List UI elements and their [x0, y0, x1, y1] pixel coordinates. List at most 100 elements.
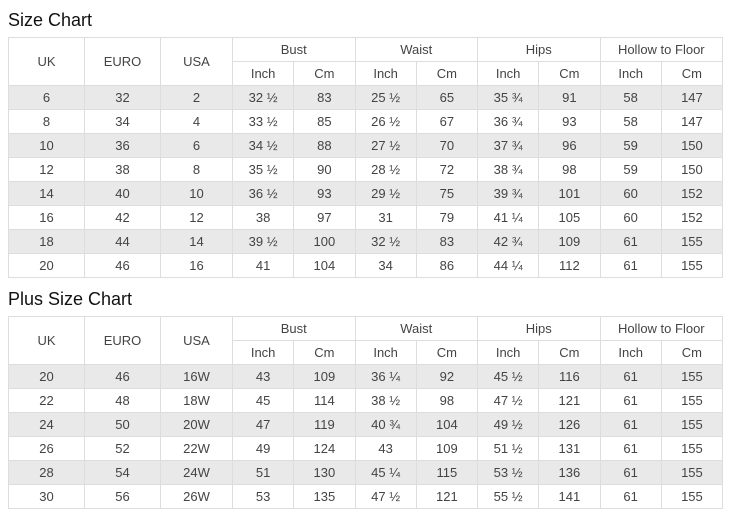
- table-cell: 155: [660, 436, 724, 461]
- table-cell: 38 ½: [354, 388, 417, 413]
- table-cell: 48: [84, 388, 161, 413]
- table-cell: 43: [354, 436, 417, 461]
- table-cell: 53: [231, 484, 295, 509]
- table-cell: 26W: [160, 484, 233, 509]
- table-cell: 47: [231, 412, 295, 437]
- table-cell: 152: [660, 205, 724, 230]
- table-cell: 105: [538, 205, 601, 230]
- table-cell: 155: [660, 460, 724, 485]
- table-cell: 150: [660, 157, 724, 182]
- column-header-euro: EURO: [84, 316, 161, 365]
- table-cell: 126: [538, 412, 601, 437]
- table-cell: 36 ½: [231, 181, 295, 206]
- column-header-usa: USA: [160, 37, 233, 86]
- table-cell: 152: [660, 181, 724, 206]
- table-cell: 26: [8, 436, 85, 461]
- table-cell: 141: [538, 484, 601, 509]
- table-cell: 20: [8, 253, 85, 278]
- table-cell: 155: [660, 229, 724, 254]
- table-cell: 124: [293, 436, 356, 461]
- table-row: 22 48 18W 45 114 38 ½ 98 47 ½ 121 61 155: [8, 388, 724, 413]
- table-cell: 56: [84, 484, 161, 509]
- plus-size-chart-title: Plus Size Chart: [8, 289, 133, 309]
- column-subheader-bust-inch: Inch: [231, 61, 295, 86]
- table-cell: 75: [415, 181, 479, 206]
- table-cell: 147: [660, 109, 724, 134]
- table-cell: 109: [293, 364, 356, 389]
- header-row-units: Inch Cm Inch Cm Inch Cm Inch Cm: [9, 340, 724, 365]
- table-cell: 121: [538, 388, 601, 413]
- table-cell: 119: [293, 412, 356, 437]
- table-cell: 61: [599, 436, 662, 461]
- table-cell: 93: [538, 109, 601, 134]
- table-cell: 38 ¾: [477, 157, 540, 182]
- table-cell: 35 ½: [231, 157, 295, 182]
- table-cell: 61: [599, 412, 662, 437]
- table-cell: 58: [599, 85, 662, 110]
- table-cell: 2: [160, 85, 233, 110]
- column-header-usa: USA: [160, 316, 233, 365]
- header-row-groups: UK EURO USA Bust Waist Hips Hollow to Floor: [8, 316, 724, 365]
- table-cell: 45: [231, 388, 295, 413]
- column-subheader-hollow-to-floor-cm: Cm: [660, 61, 724, 86]
- column-group-header-hips: Hips: [477, 316, 601, 341]
- table-cell: 155: [660, 253, 724, 278]
- table-cell: 109: [538, 229, 601, 254]
- column-subheader-bust-cm: Cm: [293, 61, 356, 86]
- table-row: 8 34 4 33 ½ 85 26 ½ 67 36 ¾ 93 58 147: [8, 109, 724, 134]
- table-cell: 44 ¼: [477, 253, 540, 278]
- table-cell: 58: [599, 109, 662, 134]
- table-cell: 31: [354, 205, 417, 230]
- table-cell: 34 ½: [231, 133, 295, 158]
- table-cell: 34: [354, 253, 417, 278]
- table-cell: 25 ½: [354, 85, 417, 110]
- table-row: 6 32 2 32 ½ 83 25 ½ 65 35 ¾ 91 58 147: [8, 85, 724, 110]
- table-cell: 39 ¾: [477, 181, 540, 206]
- table-row: 16 42 12 38 97 31 79 41 ¼ 105 60 152: [8, 205, 724, 230]
- size-chart-title: Size Chart: [8, 10, 93, 30]
- table-cell: 101: [538, 181, 601, 206]
- table-cell: 24: [8, 412, 85, 437]
- table-cell: 88: [293, 133, 356, 158]
- table-cell: 49 ½: [477, 412, 540, 437]
- table-cell: 70: [415, 133, 479, 158]
- table-cell: 98: [415, 388, 479, 413]
- table-cell: 155: [660, 388, 724, 413]
- table-row: 30 56 26W 53 135 47 ½ 121 55 ½ 141 61 155: [8, 484, 724, 509]
- table-row: 10 36 6 34 ½ 88 27 ½ 70 37 ¾ 96 59 150: [8, 133, 724, 158]
- table-cell: 97: [293, 205, 356, 230]
- table-cell: 6: [8, 85, 85, 110]
- table-cell: 83: [293, 85, 356, 110]
- table-cell: 52: [84, 436, 161, 461]
- table-cell: 61: [599, 229, 662, 254]
- table-cell: 47 ½: [354, 484, 417, 509]
- table-cell: 43: [231, 364, 295, 389]
- column-subheader-hips-cm: Cm: [538, 340, 601, 365]
- column-header-uk: UK: [8, 37, 85, 86]
- table-cell: 112: [538, 253, 601, 278]
- table-cell: 45 ½: [477, 364, 540, 389]
- table-cell: 55 ½: [477, 484, 540, 509]
- table-cell: 36 ¼: [354, 364, 417, 389]
- table-cell: 51: [231, 460, 295, 485]
- table-cell: 121: [415, 484, 479, 509]
- table-row: 14 40 10 36 ½ 93 29 ½ 75 39 ¾ 101 60 152: [8, 181, 724, 206]
- table-cell: 60: [599, 205, 662, 230]
- table-cell: 16: [8, 205, 85, 230]
- table-cell: 150: [660, 133, 724, 158]
- table-cell: 12: [8, 157, 85, 182]
- table-cell: 83: [415, 229, 479, 254]
- table-cell: 22: [8, 388, 85, 413]
- column-group-header-waist: Waist: [354, 37, 479, 62]
- table-cell: 92: [415, 364, 479, 389]
- table-cell: 20W: [160, 412, 233, 437]
- table-cell: 130: [293, 460, 356, 485]
- table-cell: 45 ¼: [354, 460, 417, 485]
- table-cell: 136: [538, 460, 601, 485]
- table-row: 26 52 22W 49 124 43 109 51 ½ 131 61 155: [8, 436, 724, 461]
- table-cell: 60: [599, 181, 662, 206]
- column-subheader-waist-cm: Cm: [415, 340, 479, 365]
- plus-size-chart-section: Plus Size Chart UK EURO USA Bust Waist Hips Ho…: [8, 287, 724, 509]
- table-cell: 54: [84, 460, 161, 485]
